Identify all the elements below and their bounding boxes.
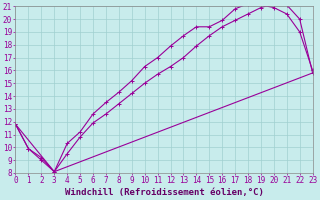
X-axis label: Windchill (Refroidissement éolien,°C): Windchill (Refroidissement éolien,°C) xyxy=(65,188,263,197)
